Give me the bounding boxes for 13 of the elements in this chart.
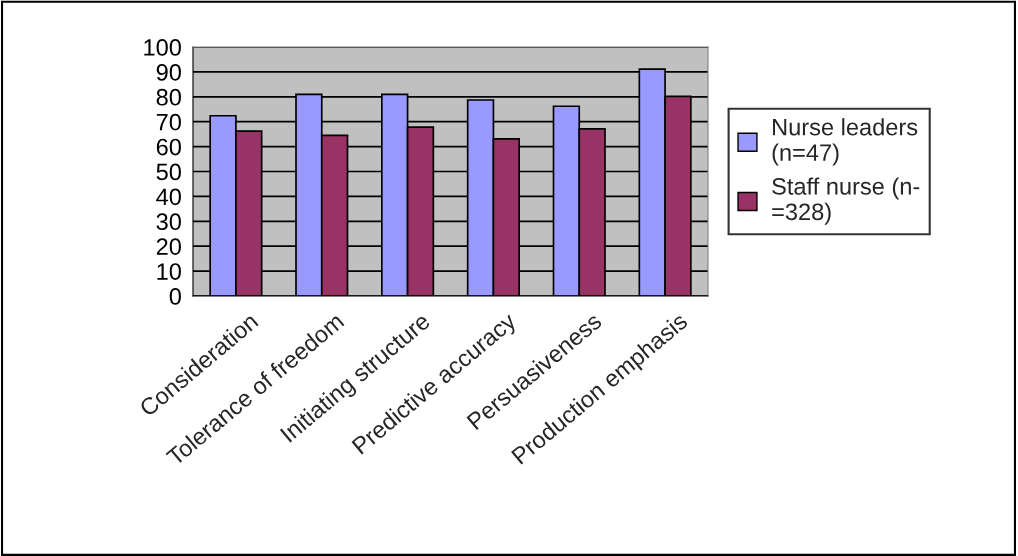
y-tick-label: 10 (157, 263, 181, 280)
y-tick-label: 20 (156, 238, 181, 255)
legend-label: Nurse leaders (n=47) (772, 118, 918, 166)
y-tick-label: 80 (156, 88, 181, 106)
y-tick-label: 50 (156, 163, 181, 181)
y-tick-label: 90 (156, 63, 181, 81)
legend-label: Staff nurse (n- =328) (772, 177, 920, 225)
y-tick-label: 0 (169, 288, 181, 305)
y-tick-label: 70 (156, 113, 181, 131)
y-tick-label: 60 (156, 138, 181, 156)
y-tick-label: 40 (156, 188, 181, 206)
y-tick-label: 30 (156, 213, 181, 231)
y-tick-label: 100 (144, 39, 181, 56)
